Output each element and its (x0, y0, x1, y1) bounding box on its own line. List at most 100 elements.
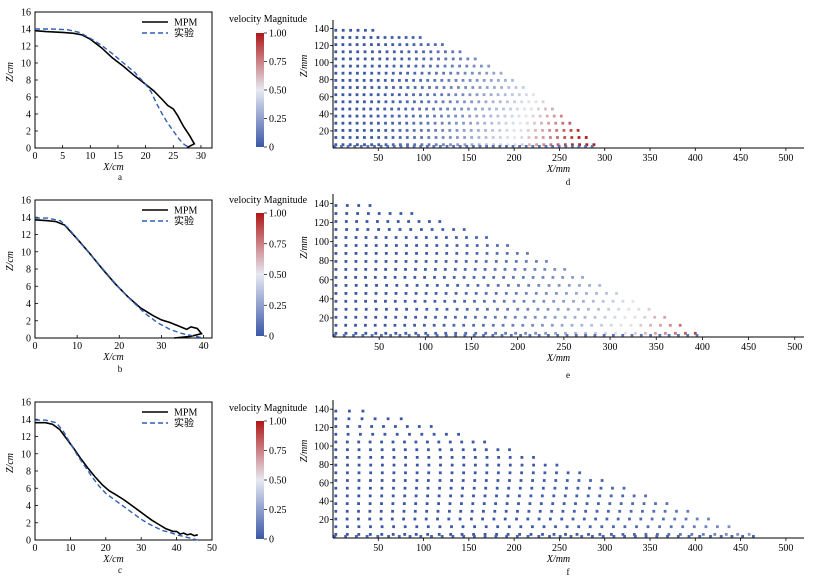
particle (462, 471, 465, 475)
particle (438, 486, 441, 490)
particle (551, 145, 554, 148)
particle (561, 276, 565, 279)
particle (345, 212, 349, 215)
particle (463, 334, 467, 337)
particle (492, 276, 496, 279)
series-exp-line (35, 217, 204, 339)
particle (425, 145, 429, 148)
particle (508, 479, 511, 482)
particle (397, 93, 401, 97)
particle (414, 315, 417, 319)
y-tick-label: 140 (314, 405, 329, 416)
particle (360, 417, 364, 421)
x-tick-label: 30 (156, 341, 166, 352)
particle (537, 284, 541, 287)
particle (477, 143, 481, 147)
particle (477, 100, 481, 104)
particle (391, 79, 394, 82)
particle (346, 456, 349, 459)
particle (552, 494, 556, 498)
colorbar-2: velocity Magnitude 1.00 0.75 0.50 0.25 0 (229, 195, 308, 343)
particle (676, 535, 680, 538)
particle (398, 100, 402, 104)
particle (406, 71, 409, 75)
colorbar-bar (256, 421, 264, 539)
particle (394, 260, 398, 263)
particle (384, 86, 388, 89)
particle (580, 323, 584, 327)
panel-caption: a (118, 172, 122, 182)
x-tick-label: 200 (507, 543, 522, 554)
particle (535, 260, 538, 263)
particle (400, 57, 404, 61)
particle (541, 129, 544, 132)
particle (361, 334, 365, 337)
particle (420, 143, 424, 147)
particle (394, 252, 398, 255)
particle-field (333, 28, 596, 148)
particle (393, 323, 397, 327)
particle (503, 114, 507, 118)
particle (617, 307, 621, 311)
particle (412, 79, 415, 82)
particle (357, 502, 360, 505)
particle (584, 509, 587, 513)
particle (681, 525, 685, 529)
particle (686, 334, 690, 337)
particle (434, 236, 438, 239)
y-tick-label: 16 (21, 8, 31, 19)
particle (369, 79, 373, 82)
x-axis-label: X/mm (546, 164, 570, 175)
particle (448, 129, 452, 132)
particle (464, 260, 468, 263)
particle (427, 143, 431, 147)
particle (374, 268, 378, 271)
particle (567, 284, 571, 287)
particle (511, 323, 515, 327)
particle (577, 525, 581, 529)
particle (391, 440, 395, 444)
particle (618, 509, 622, 513)
x-tick-label: 50 (374, 342, 384, 353)
particle (667, 533, 671, 536)
particle (444, 334, 448, 337)
particle (452, 323, 456, 327)
particle (497, 79, 500, 82)
particle (588, 486, 591, 490)
particle (442, 86, 446, 89)
particle (362, 114, 366, 118)
particle (476, 284, 480, 287)
particle (434, 129, 437, 132)
particle (341, 136, 345, 139)
particle (391, 129, 395, 132)
particle (348, 86, 352, 89)
particle (513, 143, 517, 147)
particle (519, 129, 523, 132)
particle (496, 525, 500, 529)
particle (516, 307, 520, 311)
particle (490, 121, 494, 125)
particle (385, 64, 389, 68)
particle (428, 220, 431, 223)
particle (369, 479, 372, 482)
x-tick-label: 20 (114, 341, 124, 352)
particle (387, 535, 390, 538)
particle (570, 136, 574, 139)
particle (341, 36, 345, 39)
particle (582, 299, 585, 303)
particle (577, 145, 581, 148)
particle (491, 129, 494, 132)
x-tick-label: 0 (33, 151, 38, 162)
particle (562, 129, 566, 132)
particle (368, 440, 372, 444)
particle (364, 299, 367, 303)
particle (376, 114, 380, 118)
particle (524, 292, 528, 295)
x-tick-label: 100 (416, 153, 431, 164)
particle (441, 100, 445, 104)
particle (507, 525, 511, 529)
particle (345, 502, 349, 505)
particle (668, 323, 672, 327)
particle (472, 334, 476, 337)
particle (474, 107, 477, 111)
